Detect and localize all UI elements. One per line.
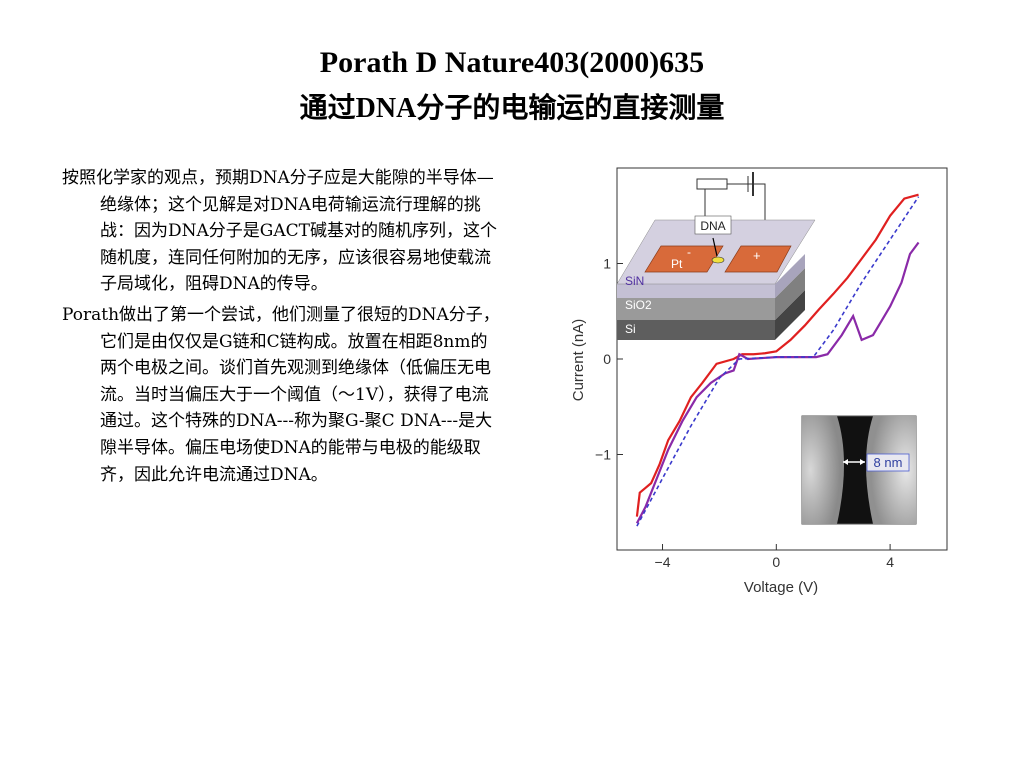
dna-molecule <box>711 256 725 264</box>
paragraph-1: 按照化学家的观点，预期DNA分子应是大能隙的半导体—绝缘体；这个见解是对DNA电… <box>62 168 497 295</box>
gap-label: 8 nm <box>874 455 903 470</box>
title-line-2: 通过DNA分子的电输运的直接测量 <box>299 93 725 124</box>
sio2-layer <box>617 298 775 320</box>
si-layer <box>617 320 775 340</box>
pt-electrode-left <box>644 245 724 273</box>
title-line-1: Porath D Nature403(2000)635 <box>319 46 705 79</box>
x-tick-label: −4 <box>655 554 671 570</box>
resistor-icon <box>696 178 728 190</box>
x-tick-label: 4 <box>886 554 894 570</box>
x-tick-label: 0 <box>772 554 780 570</box>
figure: −4 0 4 −1 0 1 Voltage (V) Current (nA) <box>555 160 955 600</box>
y-axis-label: Current (nA) <box>570 319 587 402</box>
pt-electrode-right <box>724 245 792 273</box>
pt-label: Pt <box>671 257 683 271</box>
series-line-1 <box>635 193 919 517</box>
minus-label: - <box>687 245 691 259</box>
paragraph-2: Porath做出了第一个尝试，他们测量了很短的DNA分子，它们是由仅仅是G链和C… <box>62 304 500 485</box>
y-tick-label: −1 <box>595 447 611 463</box>
series-line-3 <box>636 196 920 527</box>
sin-label: SiN <box>625 274 644 288</box>
dna-label: DNA <box>700 219 725 233</box>
y-tick-label: 0 <box>603 351 611 367</box>
device-inset: DNA Pt - + SiN SiO2 Si <box>616 172 816 340</box>
y-tick-label: 1 <box>603 256 611 272</box>
micrograph-inset: 8 nm <box>801 415 917 525</box>
sio2-label: SiO2 <box>625 298 652 312</box>
x-axis-label: Voltage (V) <box>744 579 818 596</box>
plus-label: + <box>753 248 761 263</box>
body-text: 按照化学家的观点，预期DNA分子应是大能隙的半导体—绝缘体；这个见解是对DNA电… <box>62 165 500 492</box>
iv-chart: −4 0 4 −1 0 1 Voltage (V) Current (nA) <box>570 167 948 596</box>
si-label: Si <box>625 322 636 336</box>
sin-layer <box>617 284 775 298</box>
